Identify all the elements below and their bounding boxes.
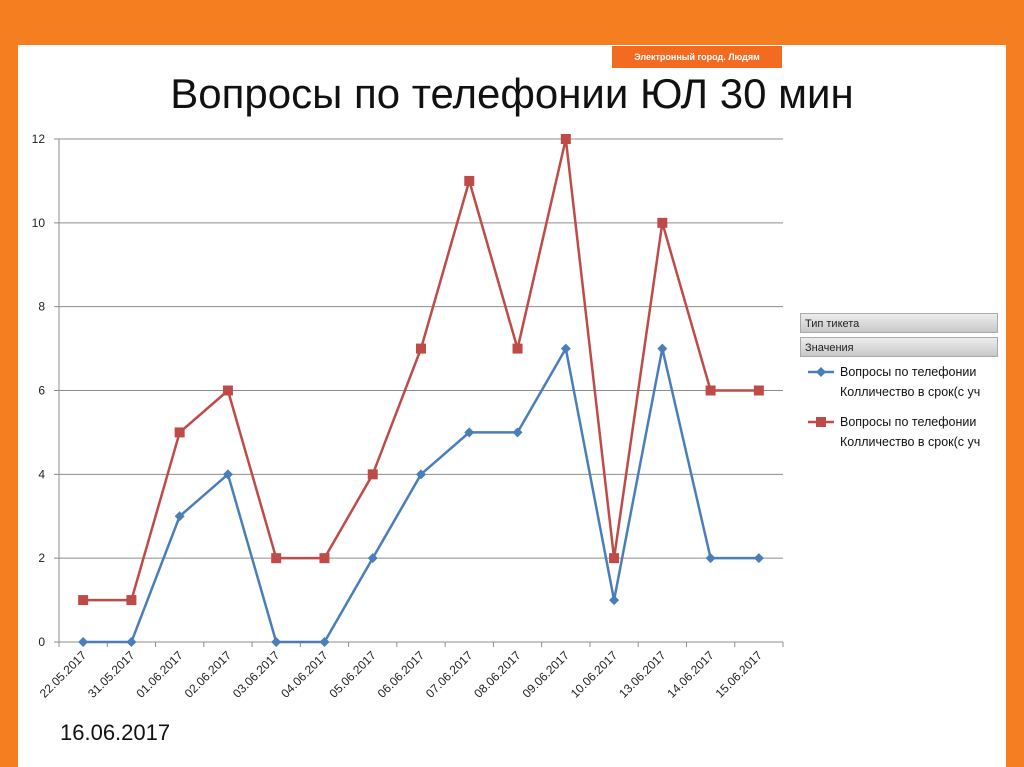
marker	[753, 553, 764, 564]
x-tick-label: 15.06.2017	[713, 648, 766, 701]
x-tick-label: 03.06.2017	[230, 648, 283, 701]
marker	[319, 553, 330, 564]
marker	[78, 637, 89, 647]
marker	[126, 595, 137, 606]
marker	[174, 511, 185, 522]
marker	[705, 385, 716, 396]
y-tick-label: 12	[32, 132, 46, 146]
marker	[174, 427, 185, 438]
marker	[753, 385, 764, 396]
marker	[560, 343, 571, 354]
x-tick-label: 22.05.2017	[37, 648, 90, 701]
banner: Электронный город. Людям	[612, 46, 782, 68]
y-tick-label: 8	[38, 300, 45, 314]
marker	[416, 343, 426, 354]
marker	[319, 637, 330, 647]
marker	[222, 469, 233, 480]
x-tick-label: 08.06.2017	[471, 648, 524, 701]
y-tick-label: 10	[32, 216, 46, 230]
marker	[705, 553, 716, 564]
x-tick-label: 04.06.2017	[278, 648, 331, 701]
marker	[367, 553, 378, 564]
x-tick-label: 01.06.2017	[133, 648, 186, 701]
marker	[367, 469, 378, 480]
y-tick-label: 4	[38, 467, 45, 481]
slide	[18, 45, 1006, 767]
marker	[816, 367, 826, 377]
x-tick-label: 13.06.2017	[616, 648, 669, 701]
marker	[271, 553, 282, 564]
x-tick-label: 14.06.2017	[664, 648, 717, 701]
marker	[222, 385, 233, 396]
marker	[609, 595, 620, 606]
marker	[512, 427, 523, 438]
x-tick-label: 06.06.2017	[375, 648, 428, 701]
marker	[657, 343, 668, 354]
x-tick-label: 09.06.2017	[520, 648, 573, 701]
y-tick-label: 2	[38, 551, 45, 565]
x-tick-label: 31.05.2017	[85, 648, 138, 701]
marker	[609, 553, 620, 564]
date: 16.06.2017	[60, 720, 171, 745]
chart-title: Вопросы по телефонии ЮЛ 30 мин	[170, 70, 854, 117]
x-tick-label: 10.06.2017	[568, 648, 621, 701]
x-tick-label: 07.06.2017	[423, 648, 476, 701]
legend-label: Вопросы по телефонии Колличество в срок(…	[840, 365, 981, 399]
y-tick-label: 6	[38, 384, 45, 398]
x-tick-label: 05.06.2017	[326, 648, 379, 701]
marker	[464, 175, 475, 186]
marker	[560, 134, 571, 144]
marker	[512, 343, 523, 354]
marker	[78, 595, 89, 606]
marker	[271, 637, 282, 647]
legend-field[interactable]: Тип тикета	[800, 313, 998, 333]
marker	[657, 217, 668, 228]
series-line	[83, 345, 759, 644]
y-tick-label: 0	[38, 635, 45, 649]
x-tick-label: 02.06.2017	[182, 648, 235, 701]
marker	[816, 417, 826, 427]
legend-field[interactable]: Значения	[800, 337, 998, 357]
marker	[416, 469, 426, 480]
legend-label: Вопросы по телефонии Колличество в срок(…	[840, 415, 981, 449]
marker	[464, 427, 475, 438]
marker	[126, 637, 137, 647]
